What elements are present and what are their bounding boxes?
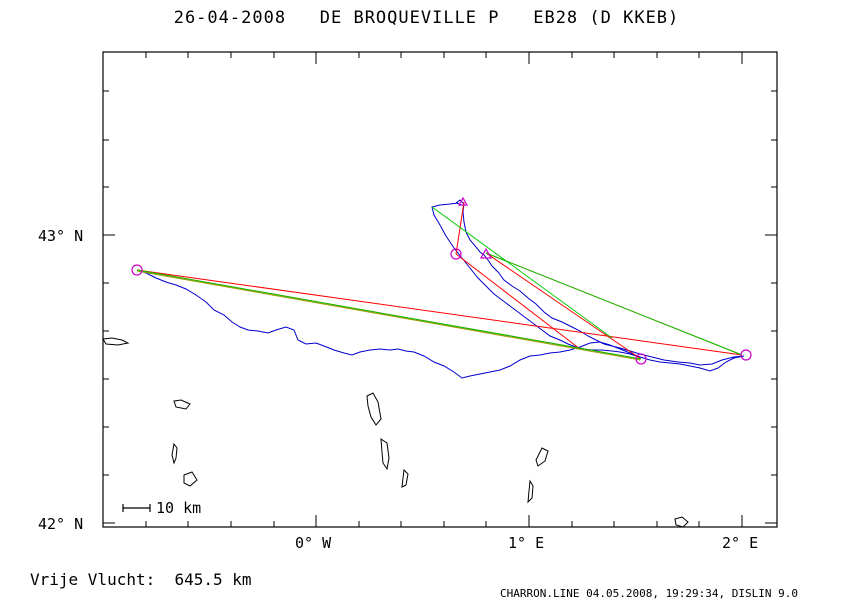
coast-outlines: [102, 337, 689, 528]
lake-outline: [527, 479, 534, 504]
lon-label-0w: 0° W: [295, 534, 332, 552]
free-flight-distance: Vrije Vlucht: 645.5 km: [30, 570, 252, 589]
plot-frame: [102, 51, 778, 528]
route-leg-olive: [136, 270, 641, 361]
turnpoint-marker: [450, 248, 462, 260]
lake-outline: [380, 438, 390, 471]
lat-label-43: 43° N: [38, 227, 83, 245]
lake-outline: [366, 392, 382, 426]
axis-ticks: [103, 52, 777, 527]
lake-outline: [183, 471, 198, 487]
credits-line: CHARRON.LINE 04.05.2008, 19:29:34, DISLI…: [500, 587, 799, 600]
lon-label-1e: 1° E: [508, 534, 544, 552]
scale-bar: 10 km: [122, 499, 201, 517]
turnpoint-start-marker: [131, 264, 143, 276]
route-leg-red: [455, 201, 581, 350]
turnpoint-marker: [740, 349, 752, 361]
triangle-marker: [479, 247, 493, 259]
lake-outline: [535, 447, 549, 467]
lake-outline: [102, 337, 130, 346]
turnpoint-markers: [131, 196, 752, 365]
gps-track: [136, 199, 745, 379]
lat-label-42: 42° N: [38, 515, 83, 533]
lake-outline: [173, 399, 191, 410]
scale-bar-label: 10 km: [156, 499, 201, 517]
lon-label-2e: 2° E: [722, 534, 758, 552]
route-legs: [136, 201, 743, 361]
route-leg-green: [136, 206, 743, 360]
turnpoint-marker: [635, 353, 647, 365]
triangle-marker: [457, 196, 469, 206]
lake-outline: [401, 468, 409, 488]
chart-title: 26-04-2008 DE BROQUEVILLE P EB28 (D KKEB…: [173, 8, 680, 28]
route-leg-red: [136, 252, 743, 360]
lake-outline: [674, 516, 689, 528]
lake-outline: [171, 442, 178, 465]
